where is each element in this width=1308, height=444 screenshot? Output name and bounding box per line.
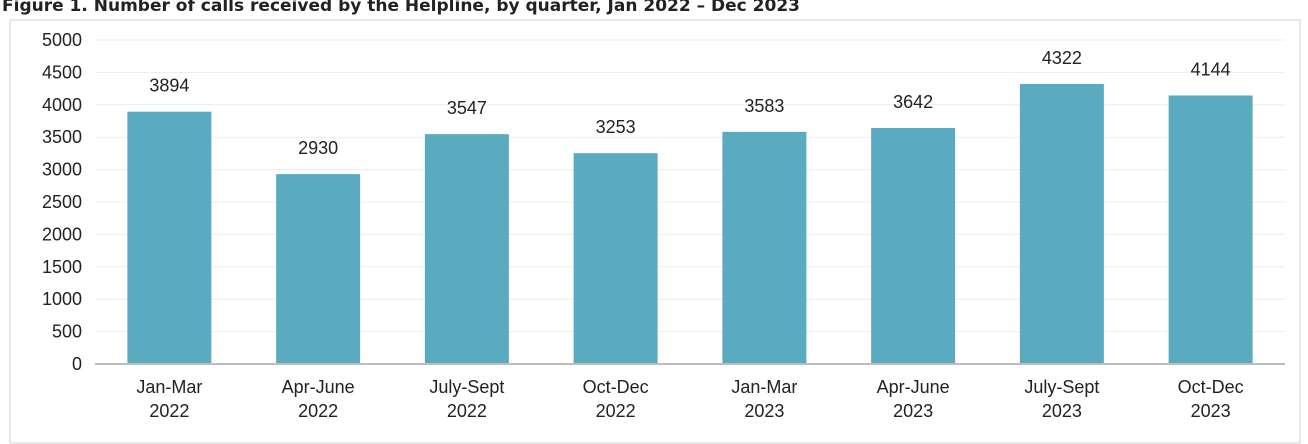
- x-tick-label: Apr-June 2022: [281, 377, 355, 421]
- x-tick-label: July-Sept 2023: [1024, 377, 1100, 421]
- value-label: 4322: [1042, 48, 1082, 68]
- x-tick-label: July-Sept 2022: [429, 377, 505, 421]
- y-tick-label: 1500: [42, 257, 82, 277]
- x-tick-label: Oct-Dec 2023: [1177, 377, 1244, 421]
- bar: [276, 174, 361, 364]
- x-tick-label: Jan-Mar 2022: [136, 377, 203, 421]
- y-tick-label: 2000: [42, 224, 82, 244]
- y-tick-label: 1000: [42, 289, 82, 309]
- bar: [573, 153, 658, 364]
- bar: [424, 134, 509, 364]
- value-label: 3253: [596, 117, 636, 137]
- value-label: 3583: [744, 96, 784, 116]
- x-tick-label: Apr-June 2023: [876, 377, 950, 421]
- y-tick-label: 3000: [42, 160, 82, 180]
- value-label: 4144: [1191, 59, 1231, 79]
- y-tick-label: 500: [52, 322, 82, 342]
- value-label: 2930: [298, 138, 338, 158]
- chart-border: [9, 19, 1301, 444]
- bar: [722, 131, 807, 364]
- y-tick-label: 0: [72, 354, 82, 374]
- y-tick-label: 2500: [42, 192, 82, 212]
- value-label: 3642: [893, 92, 933, 112]
- x-tick-label: Oct-Dec 2022: [582, 377, 649, 421]
- y-tick-label: 5000: [42, 30, 82, 50]
- y-tick-label: 4500: [42, 62, 82, 82]
- y-tick-label: 4000: [42, 95, 82, 115]
- bar: [127, 111, 212, 365]
- bar: [1019, 83, 1104, 365]
- value-label: 3547: [447, 98, 487, 118]
- bar: [1168, 95, 1253, 364]
- value-label: 3894: [149, 76, 189, 96]
- y-tick-label: 3500: [42, 127, 82, 147]
- x-tick-label: Jan-Mar 2023: [731, 377, 798, 421]
- chart-title: Figure 1. Number of calls received by th…: [2, 0, 800, 16]
- bar: [871, 127, 956, 364]
